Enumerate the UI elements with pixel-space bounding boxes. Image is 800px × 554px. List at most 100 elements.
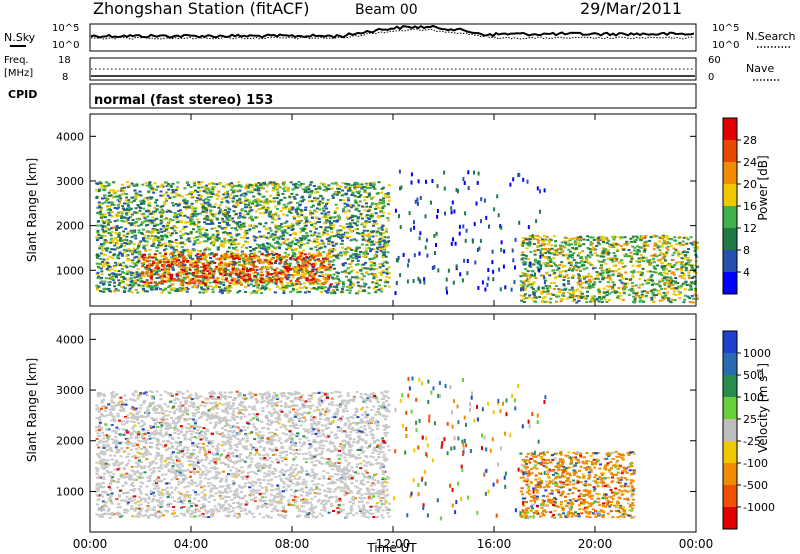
echo-cell <box>229 239 233 241</box>
echo-cell <box>203 221 207 224</box>
echo-cell <box>325 219 329 222</box>
echo-cell <box>340 288 344 291</box>
echo-cell <box>208 223 212 225</box>
echo-cell <box>227 211 231 214</box>
echo-cell <box>216 276 220 279</box>
echo-cell <box>603 237 607 240</box>
echo-cell <box>605 294 609 297</box>
echo-cell <box>525 257 529 260</box>
echo-cell <box>331 276 334 279</box>
echo-cell <box>350 226 354 229</box>
echo-cell <box>140 280 144 283</box>
echo-cell <box>350 249 354 251</box>
echo-cell <box>187 283 191 286</box>
echo-cell <box>574 248 578 251</box>
echo-cell <box>378 266 382 269</box>
echo-cell <box>533 234 537 237</box>
echo-cell <box>227 183 231 186</box>
echo-cell <box>347 217 351 220</box>
echo-cell <box>286 282 290 284</box>
echo-cell <box>248 209 252 212</box>
echo-cell <box>598 280 602 283</box>
echo-cell <box>253 257 257 260</box>
echo-cell <box>120 219 124 222</box>
echo-cell <box>650 254 654 257</box>
echo-cell <box>230 243 234 246</box>
echo-cell <box>223 231 227 234</box>
echo-cell <box>135 271 139 274</box>
echo-cell <box>271 215 275 218</box>
echo-cell <box>244 203 247 206</box>
echo-cell <box>643 279 647 282</box>
echo-cell <box>233 262 237 265</box>
echo-cell <box>304 206 308 209</box>
echo-cell <box>348 285 352 288</box>
echo-cell <box>147 202 151 205</box>
echo-cell <box>590 253 594 256</box>
echo-cell <box>680 266 684 269</box>
echo-cell <box>642 244 646 247</box>
echo-cell <box>667 285 671 288</box>
echo-cell <box>175 245 179 248</box>
echo-cell <box>271 183 275 186</box>
echo-cell <box>198 212 202 215</box>
echo-cell <box>343 205 347 208</box>
echo-cell <box>134 196 138 199</box>
echo-cell <box>309 230 313 233</box>
echo-cell <box>638 300 642 303</box>
echo-cell <box>341 236 344 239</box>
echo-cell <box>228 285 232 288</box>
echo-cell <box>198 232 202 235</box>
echo-cell <box>601 272 605 274</box>
echo-cell <box>244 255 248 258</box>
echo-cell <box>303 222 307 225</box>
echo-cell <box>188 240 192 243</box>
echo-cell <box>323 222 327 225</box>
echo-cell <box>112 254 116 257</box>
echo-cell <box>163 251 167 254</box>
echo-cell <box>344 186 348 189</box>
echo-cell <box>125 235 129 238</box>
echo-cell <box>325 203 328 206</box>
echo-cell <box>187 184 191 187</box>
echo-cell <box>142 288 146 291</box>
echo-cell <box>369 216 373 219</box>
echo-cell <box>260 277 264 280</box>
echo-cell <box>632 292 636 295</box>
echo-cell <box>549 297 553 300</box>
echo-cell <box>288 264 291 267</box>
echo-cell <box>163 249 166 251</box>
echo-cell <box>261 254 265 257</box>
echo-cell <box>604 262 608 265</box>
echo-cell <box>121 280 125 283</box>
echo-cell <box>663 287 667 290</box>
echo-cell <box>331 226 335 229</box>
echo-cell <box>281 207 285 210</box>
echo-cell <box>248 191 252 194</box>
echo-cell <box>317 217 321 220</box>
freq-tick-high: 18 <box>58 55 71 66</box>
echo-cell <box>270 257 274 260</box>
echo-cell <box>187 206 191 209</box>
echo-cell <box>274 205 278 208</box>
echo-cell <box>379 287 383 290</box>
echo-cell <box>359 285 363 288</box>
echo-cell <box>248 183 252 186</box>
echo-cell <box>188 282 192 285</box>
echo-cell <box>304 217 308 220</box>
echo-cell <box>661 294 664 297</box>
echo-cell <box>134 192 138 195</box>
echo-cell <box>597 287 601 290</box>
echo-cell <box>254 198 258 201</box>
echo-cell <box>130 223 134 226</box>
echo-cell <box>130 251 134 253</box>
echo-cell <box>588 287 592 290</box>
echo-cell <box>99 257 103 260</box>
echo-cell <box>573 298 576 301</box>
echo-cell <box>652 296 656 299</box>
echo-cell <box>257 246 261 249</box>
echo-cell <box>165 279 169 282</box>
echo-cell <box>126 204 130 207</box>
echo-cell <box>599 298 603 301</box>
echo-cell <box>539 291 543 294</box>
